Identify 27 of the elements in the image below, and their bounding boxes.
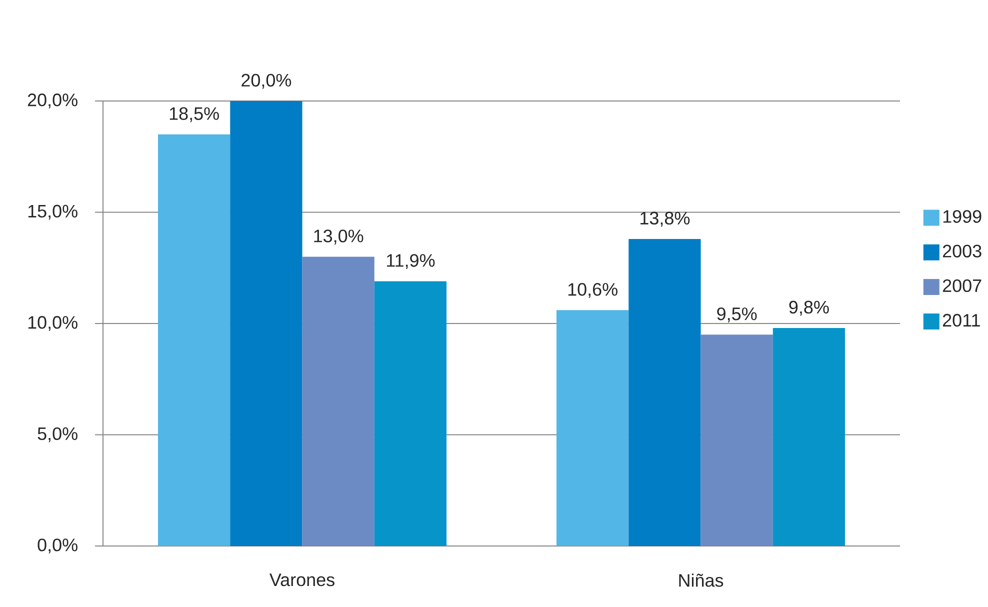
y-tick-label: 10,0% [28, 316, 78, 331]
legend-label: 2011 [942, 314, 980, 327]
bar [700, 334, 773, 546]
legend-label: 1999 [943, 210, 982, 223]
data-label: 13,8% [640, 212, 690, 227]
data-label: 9,5% [717, 307, 757, 322]
bar [772, 328, 846, 546]
legend-label: 2003 [942, 244, 982, 258]
data-label: 13,0% [314, 230, 364, 244]
bar [556, 310, 629, 546]
bar [302, 256, 374, 546]
data-label: 18,5% [170, 107, 219, 122]
bar [230, 100, 302, 546]
y-tick-label: 20,0% [28, 94, 78, 108]
bar [628, 238, 701, 546]
x-tick-label: Niñas [679, 574, 724, 587]
legend-label: 2007 [942, 279, 982, 292]
y-tick-label: 0,0% [38, 538, 78, 554]
bar [158, 134, 230, 546]
y-tick-label: 15,0% [28, 204, 78, 220]
data-label: 11,9% [386, 254, 435, 269]
data-label: 9,8% [789, 300, 829, 316]
x-tick-label: Varones [269, 574, 334, 586]
data-label: 20,0% [242, 74, 292, 89]
bar [374, 281, 447, 546]
y-tick-label: 5,0% [38, 427, 78, 442]
data-label: 10,6% [568, 283, 618, 298]
